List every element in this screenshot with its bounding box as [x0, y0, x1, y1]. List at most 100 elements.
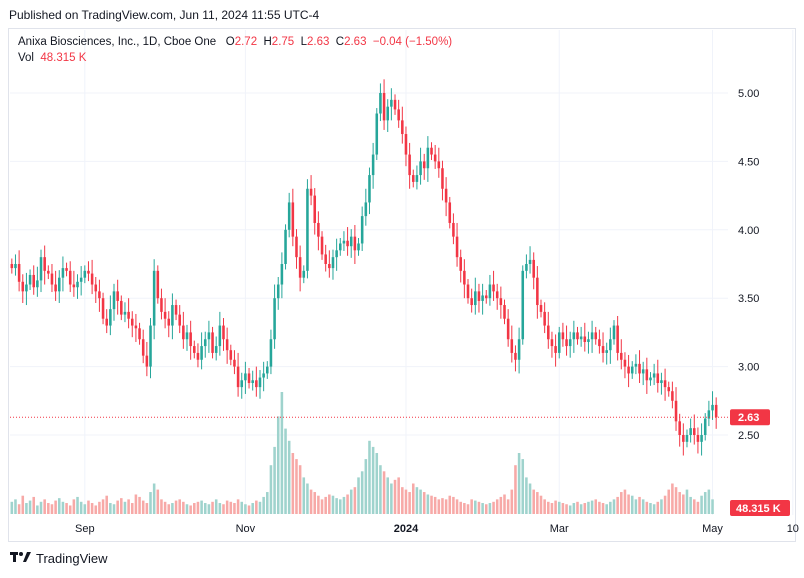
volume-bar	[630, 495, 634, 514]
volume-bar	[76, 496, 79, 514]
candle-body	[193, 346, 196, 353]
volume-bar	[39, 501, 43, 514]
candle-body	[320, 236, 324, 255]
volume-bar	[339, 499, 342, 514]
candle-body	[426, 147, 430, 169]
volume-bar	[214, 499, 218, 514]
volume-bar	[634, 499, 638, 514]
volume-legend: Vol 48.315 K	[18, 52, 86, 64]
volume-bar	[368, 440, 371, 514]
close-value: 2.63	[344, 36, 367, 48]
candle-body	[499, 298, 503, 306]
volume-bar	[517, 453, 521, 514]
candle-body	[218, 325, 222, 347]
y-tick-label: 3.50	[738, 293, 759, 305]
volume-bar	[364, 459, 368, 514]
last-volume-label: 48.315 K	[736, 503, 781, 515]
footer-brand[interactable]: TradingView	[10, 551, 108, 566]
volume-bar	[353, 487, 357, 514]
candle-body	[109, 309, 112, 326]
volume-bar	[514, 465, 517, 514]
y-tick-label: 4.00	[738, 225, 759, 237]
candle-body	[543, 311, 546, 326]
volume-bar	[134, 494, 138, 514]
volume-bar	[382, 471, 386, 514]
candle-body	[609, 339, 612, 351]
volume-bar	[463, 503, 466, 514]
volume-bar	[109, 503, 112, 514]
candle-body	[554, 346, 557, 353]
volume-bar	[68, 505, 72, 514]
volume-bar	[298, 465, 302, 514]
candle-body	[415, 175, 419, 182]
volume-bar	[623, 489, 627, 514]
volume-bar	[521, 459, 525, 514]
volume-bar	[171, 503, 174, 514]
candle-body	[536, 277, 539, 306]
candle-body	[572, 332, 576, 340]
candle-body	[386, 106, 389, 121]
candle-body	[649, 377, 652, 381]
candle-body	[28, 274, 32, 285]
candle-body	[550, 339, 554, 347]
volume-bar	[50, 504, 54, 514]
candle-body	[101, 298, 105, 319]
candle-body	[57, 277, 61, 292]
candle-body	[120, 300, 123, 315]
candle-body	[17, 264, 21, 282]
change-value: −0.04 (−1.50%)	[372, 36, 453, 48]
volume-bar	[550, 503, 554, 514]
volume-bar	[525, 477, 528, 514]
volume-bar	[28, 500, 32, 514]
volume-bar	[375, 453, 379, 514]
volume-bar	[57, 498, 61, 514]
volume-bar	[342, 496, 346, 514]
candle-body	[83, 270, 87, 278]
candle-body	[317, 222, 320, 237]
candle-body	[495, 291, 499, 299]
volume-bar	[466, 504, 470, 514]
volume-bar	[678, 492, 681, 514]
candle-body	[306, 188, 309, 271]
candle-body	[87, 270, 90, 274]
volume-bar	[656, 501, 660, 514]
chart-pane-border[interactable]	[8, 28, 796, 542]
volume-bar	[411, 483, 415, 514]
candle-body	[189, 332, 192, 347]
volume-bar	[554, 500, 557, 514]
candle-body	[36, 280, 39, 288]
volume-bar	[386, 477, 389, 514]
candle-body	[364, 202, 368, 217]
volume-bar	[594, 499, 598, 514]
volume-bar	[236, 499, 240, 514]
y-tick-label: 5.00	[738, 88, 759, 100]
volume-bar	[539, 495, 543, 514]
volume-bar	[276, 416, 280, 514]
candle-body	[244, 373, 247, 381]
candle-body	[127, 311, 130, 319]
candle-body	[492, 284, 495, 292]
candle-body	[645, 369, 649, 381]
volume-bar	[10, 501, 14, 514]
candle-body	[233, 359, 236, 367]
volume-bar	[601, 503, 605, 514]
volume-bar	[25, 503, 28, 514]
candle-body	[68, 270, 72, 285]
candle-body	[302, 270, 306, 278]
candle-body	[437, 161, 441, 169]
candle-body	[616, 325, 619, 353]
candle-body	[236, 366, 240, 388]
candle-body	[466, 284, 470, 299]
candle-body	[514, 352, 517, 360]
candle-body	[663, 380, 667, 388]
volume-bar	[430, 495, 433, 514]
volume-bar	[711, 499, 714, 514]
candle-body	[477, 291, 481, 301]
symbol-description: Anixa Biosciences, Inc., 1D, Cboe One	[18, 36, 217, 48]
volume-bar	[510, 489, 514, 514]
volume-bar	[244, 504, 247, 514]
candle-body	[90, 273, 94, 285]
candle-body	[561, 332, 565, 340]
volume-bar	[700, 495, 703, 514]
